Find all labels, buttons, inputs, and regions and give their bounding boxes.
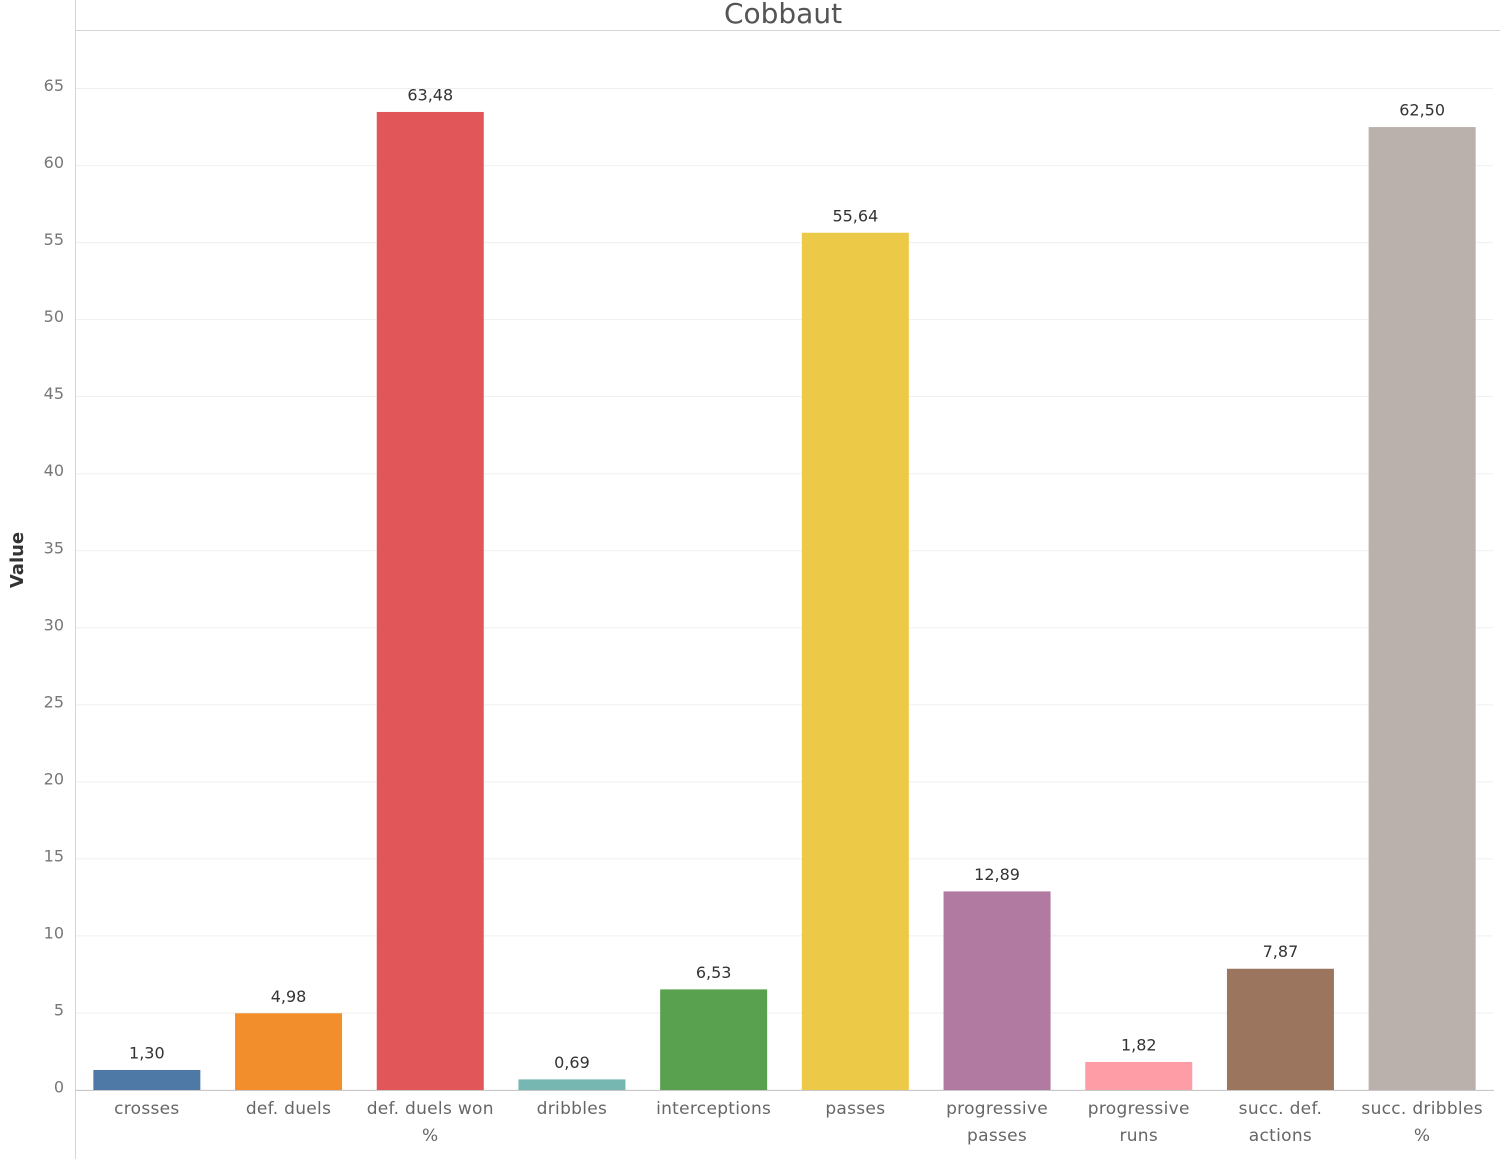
x-tick-label: def. duels: [245, 1099, 332, 1119]
y-tick-label: 0: [54, 1078, 64, 1097]
value-label: 7,87: [1263, 942, 1299, 961]
y-tick-label: 55: [44, 230, 64, 249]
y-tick-label: 45: [44, 384, 64, 403]
bar: [943, 891, 1051, 1090]
x-tick-label: progressive runs: [1087, 1099, 1190, 1146]
value-label: 6,53: [696, 963, 732, 982]
x-tick-label: succ. def. actions: [1238, 1099, 1323, 1146]
value-label: 63,48: [407, 85, 453, 104]
x-tick-label: dribbles: [536, 1099, 608, 1119]
bar: [1226, 968, 1334, 1090]
bar: [93, 1069, 201, 1090]
x-tick-label: succ. dribbles %: [1361, 1099, 1483, 1146]
chart-title: Cobbaut: [724, 0, 842, 30]
x-tick-label: passes: [825, 1099, 886, 1119]
y-tick-label: 25: [44, 692, 64, 711]
x-tick-label: def. duels won %: [366, 1099, 494, 1146]
value-label: 1,30: [129, 1043, 165, 1062]
y-tick-label: 65: [44, 76, 64, 95]
bar: [235, 1013, 343, 1090]
value-label: 55,64: [832, 206, 878, 225]
value-label: 0,69: [554, 1053, 590, 1072]
y-tick-label: 15: [44, 846, 64, 865]
y-tick-label: 5: [54, 1000, 64, 1019]
value-label: 62,50: [1399, 101, 1445, 120]
x-tick-label: crosses: [114, 1099, 180, 1119]
y-tick-label: 35: [44, 538, 64, 557]
y-tick-label: 20: [44, 769, 64, 788]
y-tick-label: 40: [44, 461, 64, 480]
y-tick-label: 10: [44, 923, 64, 942]
value-label: 4,98: [271, 987, 307, 1006]
bar: [801, 232, 909, 1091]
x-tick-label: interceptions: [656, 1099, 772, 1119]
value-label: 12,89: [974, 865, 1020, 884]
y-tick-label: 30: [44, 615, 64, 634]
bar: [518, 1079, 626, 1090]
y-tick-label: 50: [44, 307, 64, 326]
bar: [1368, 127, 1476, 1090]
x-tick-label: progressive passes: [946, 1099, 1049, 1146]
bar: [376, 111, 484, 1091]
y-tick-label: 60: [44, 153, 64, 172]
bar: [1085, 1061, 1193, 1090]
y-axis-title: Value: [7, 532, 28, 588]
bar: [660, 989, 768, 1090]
value-label: 1,82: [1121, 1035, 1157, 1054]
